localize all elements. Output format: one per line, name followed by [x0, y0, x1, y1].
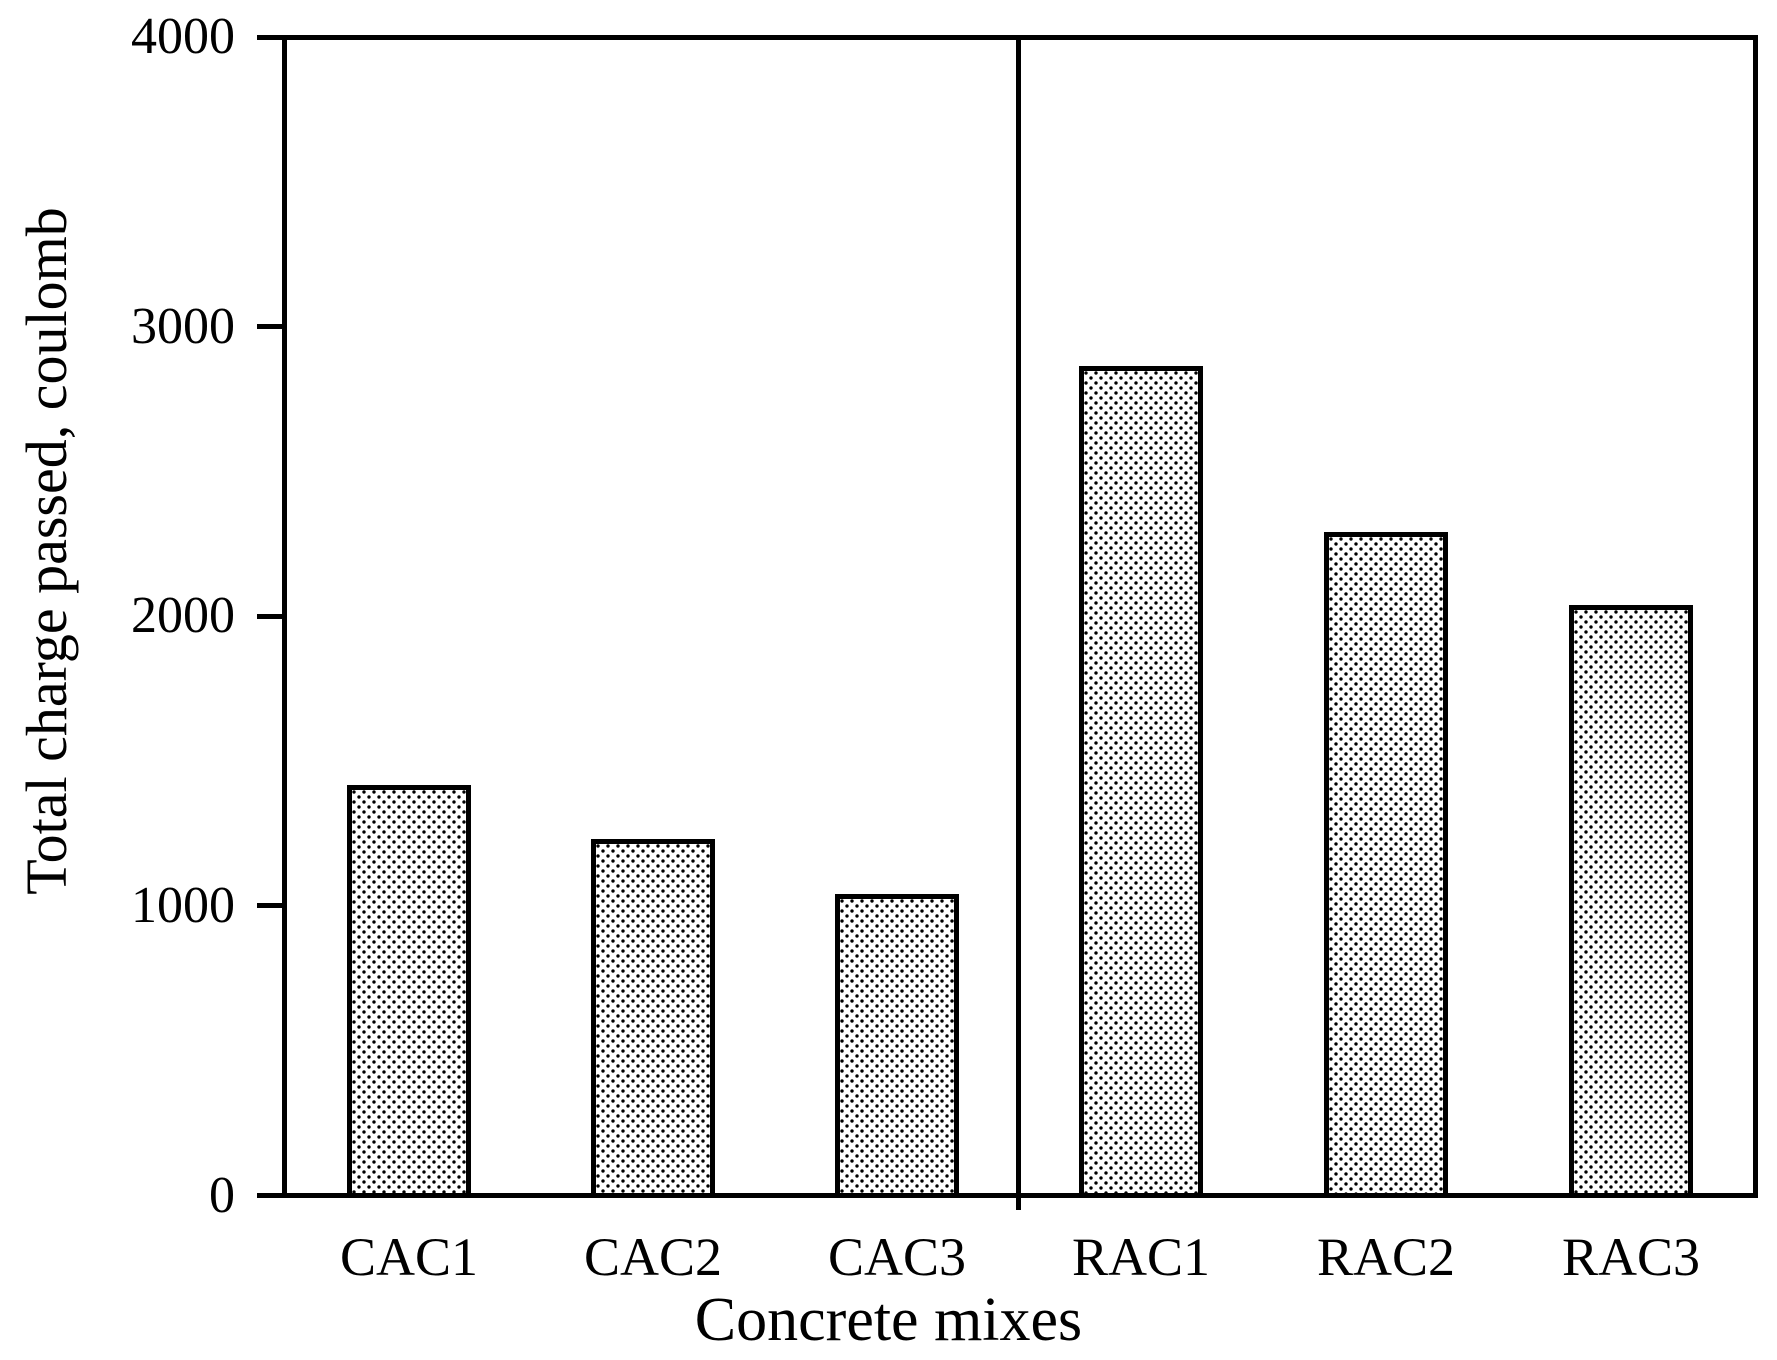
bar-CAC3	[835, 894, 959, 1193]
y-tick	[257, 613, 283, 619]
x-tick-label-CAC2: CAC2	[583, 1227, 723, 1287]
y-tick	[257, 34, 283, 40]
y-tick-label: 3000	[131, 297, 235, 355]
y-tick-label: 1000	[131, 876, 235, 934]
bar-RAC1	[1079, 366, 1203, 1193]
bar-RAC2	[1324, 532, 1448, 1193]
bar-CAC2	[591, 839, 715, 1193]
bar-RAC3	[1569, 605, 1693, 1193]
x-axis-title: Concrete mixes	[694, 1286, 1083, 1354]
y-tick-label: 0	[209, 1166, 235, 1224]
y-tick-label: 4000	[131, 8, 235, 65]
y-tick	[257, 324, 283, 330]
y-tick	[257, 1193, 283, 1198]
x-tick-label-CAC1: CAC1	[339, 1227, 479, 1287]
x-tick-label-RAC1: RAC1	[1071, 1227, 1211, 1287]
x-tick-label-CAC3: CAC3	[827, 1227, 967, 1287]
x-tick-label-RAC3: RAC3	[1561, 1227, 1701, 1287]
y-tick	[257, 903, 283, 909]
plot-area	[282, 35, 1758, 1210]
x-tick-label-RAC2: RAC2	[1316, 1227, 1456, 1287]
group-divider-line	[1016, 40, 1021, 1210]
y-tick-label: 2000	[131, 587, 235, 645]
bar-CAC1	[347, 785, 471, 1193]
